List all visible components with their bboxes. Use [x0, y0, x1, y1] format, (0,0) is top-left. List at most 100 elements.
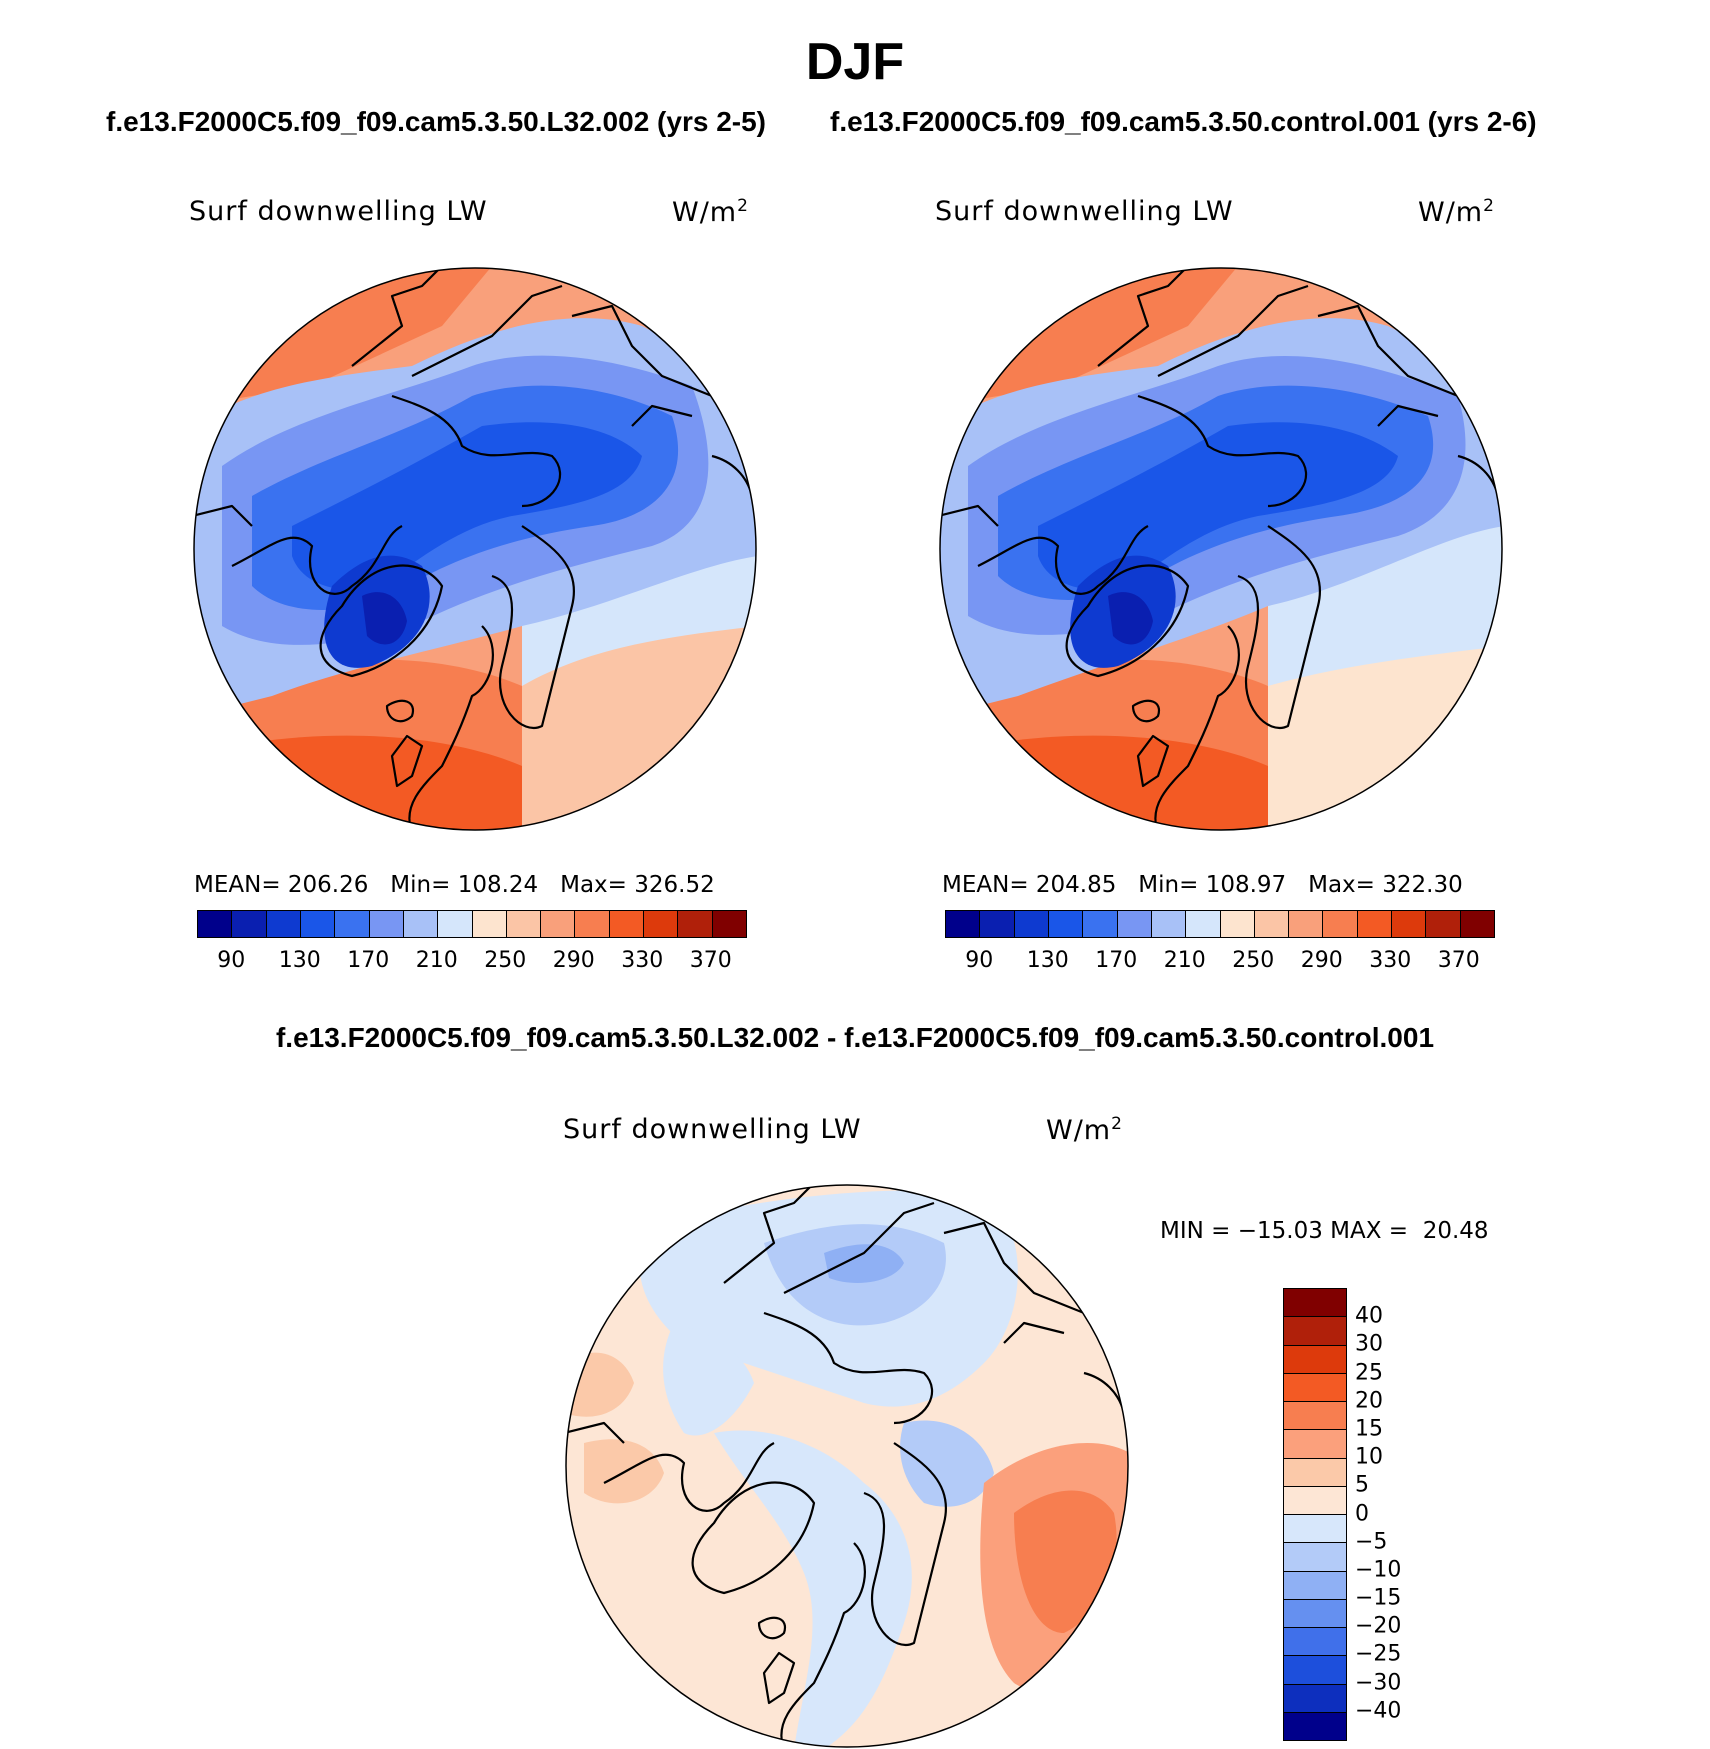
left-colorbar-ticks: 90 130 170 210 250 290 330 370	[197, 948, 745, 978]
colorbar-tick-label: 30	[1355, 1331, 1383, 1357]
colorbar-swatch	[1392, 911, 1427, 937]
colorbar-swatch	[1151, 911, 1187, 937]
colorbar-tick-label: 10	[1355, 1444, 1383, 1470]
colorbar-swatch	[1014, 911, 1049, 937]
colorbar-tick-label: −30	[1355, 1670, 1402, 1696]
diff-colorbar-ticks: 40 30 25 20 15 10 5 0 −5 −10 −15 −20 −25 −30 −40	[1355, 1288, 1425, 1739]
difference-polar-map	[565, 1184, 1129, 1748]
colorbar-tick-label: 40	[1355, 1303, 1383, 1329]
colorbar-swatch	[1284, 1543, 1346, 1572]
left-run-title: f.e13.F2000C5.f09_f09.cam5.3.50.L32.002 …	[106, 106, 766, 137]
right-colorbar-ticks: 90 130 170 210 250 290 330 370	[945, 948, 1493, 978]
colorbar-tick-label: −5	[1355, 1529, 1388, 1555]
colorbar-swatch	[1284, 1458, 1346, 1487]
diff-variable-label: Surf downwelling LW	[563, 1114, 862, 1145]
colorbar-tick-label: 170	[1095, 948, 1138, 973]
colorbar-swatch	[1284, 1430, 1346, 1459]
colorbar-swatch	[541, 911, 576, 937]
left-unit-label: W/m2	[672, 196, 749, 228]
colorbar-swatch	[678, 911, 713, 937]
colorbar-swatch	[1284, 1628, 1346, 1657]
page-title: DJF	[805, 33, 905, 91]
right-polar-map	[939, 267, 1503, 831]
colorbar-swatch	[1284, 1515, 1346, 1544]
colorbar-swatch	[1220, 911, 1255, 937]
colorbar-swatch	[1284, 1317, 1346, 1346]
colorbar-tick-label: 130	[1026, 948, 1069, 973]
colorbar-tick-label: 330	[621, 948, 664, 973]
left-stats: MEAN= 206.26 Min= 108.24 Max= 326.52	[194, 872, 715, 898]
colorbar-swatch	[438, 911, 473, 937]
colorbar-swatch	[609, 911, 645, 937]
colorbar-swatch	[1289, 911, 1324, 937]
colorbar-tick-label: 20	[1355, 1388, 1383, 1414]
colorbar-tick-label: 370	[1437, 948, 1480, 973]
colorbar-swatch	[575, 911, 610, 937]
colorbar-swatch	[1284, 1402, 1346, 1431]
colorbar-tick-label: −40	[1355, 1698, 1402, 1724]
left-colorbar	[197, 910, 747, 938]
colorbar-swatch	[266, 911, 301, 937]
colorbar-swatch	[1426, 911, 1461, 937]
colorbar-tick-label: 250	[1232, 948, 1275, 973]
colorbar-tick-label: 170	[347, 948, 390, 973]
colorbar-swatch	[335, 911, 370, 937]
colorbar-swatch	[1460, 911, 1494, 937]
colorbar-swatch	[1048, 911, 1084, 937]
colorbar-tick-label: 0	[1355, 1501, 1369, 1526]
colorbar-tick-label: −20	[1355, 1613, 1402, 1639]
diff-colorbar	[1283, 1288, 1347, 1741]
colorbar-tick-label: −15	[1355, 1585, 1402, 1611]
colorbar-tick-label: 90	[217, 948, 246, 973]
colorbar-swatch	[1284, 1684, 1346, 1713]
colorbar-tick-label: 210	[1163, 948, 1206, 973]
colorbar-swatch	[472, 911, 507, 937]
colorbar-tick-label: 330	[1369, 948, 1412, 973]
difference-title: f.e13.F2000C5.f09_f09.cam5.3.50.L32.002 …	[275, 1022, 1435, 1053]
colorbar-tick-label: 290	[552, 948, 595, 973]
colorbar-swatch	[644, 911, 679, 937]
diff-unit-label: W/m2	[1046, 1114, 1123, 1146]
right-variable-label: Surf downwelling LW	[935, 196, 1234, 227]
right-stats: MEAN= 204.85 Min= 108.97 Max= 322.30	[942, 872, 1463, 898]
colorbar-tick-label: 130	[278, 948, 321, 973]
left-variable-label: Surf downwelling LW	[189, 196, 488, 227]
colorbar-tick-label: 290	[1300, 948, 1343, 973]
colorbar-swatch	[1254, 911, 1290, 937]
right-run-title: f.e13.F2000C5.f09_f09.cam5.3.50.control.…	[830, 106, 1537, 137]
colorbar-swatch	[1284, 1289, 1346, 1318]
colorbar-swatch	[1284, 1712, 1346, 1740]
left-polar-map	[193, 267, 757, 831]
colorbar-swatch	[198, 911, 233, 937]
colorbar-tick-label: 5	[1355, 1472, 1369, 1498]
colorbar-swatch	[300, 911, 336, 937]
colorbar-swatch	[946, 911, 981, 937]
colorbar-swatch	[1117, 911, 1152, 937]
colorbar-swatch	[1284, 1373, 1346, 1402]
colorbar-tick-label: −10	[1355, 1557, 1402, 1583]
colorbar-swatch	[1284, 1486, 1346, 1515]
colorbar-tick-label: 250	[484, 948, 527, 973]
colorbar-tick-label: 90	[965, 948, 994, 973]
colorbar-swatch	[712, 911, 746, 937]
colorbar-swatch	[506, 911, 542, 937]
colorbar-tick-label: 370	[689, 948, 732, 973]
colorbar-swatch	[1083, 911, 1118, 937]
colorbar-tick-label: 210	[415, 948, 458, 973]
colorbar-tick-label: 15	[1355, 1416, 1383, 1442]
colorbar-swatch	[369, 911, 404, 937]
right-unit-label: W/m2	[1418, 196, 1495, 228]
colorbar-swatch	[1284, 1571, 1346, 1600]
colorbar-swatch	[1284, 1345, 1346, 1374]
colorbar-swatch	[980, 911, 1015, 937]
colorbar-swatch	[403, 911, 439, 937]
colorbar-swatch	[1186, 911, 1221, 937]
colorbar-swatch	[1357, 911, 1393, 937]
right-colorbar	[945, 910, 1495, 938]
colorbar-swatch	[1323, 911, 1358, 937]
diff-stats: MIN = −15.03 MAX = 20.48	[1160, 1218, 1489, 1244]
colorbar-swatch	[1284, 1599, 1346, 1628]
colorbar-swatch	[1284, 1656, 1346, 1685]
colorbar-swatch	[232, 911, 267, 937]
colorbar-tick-label: −25	[1355, 1641, 1402, 1667]
